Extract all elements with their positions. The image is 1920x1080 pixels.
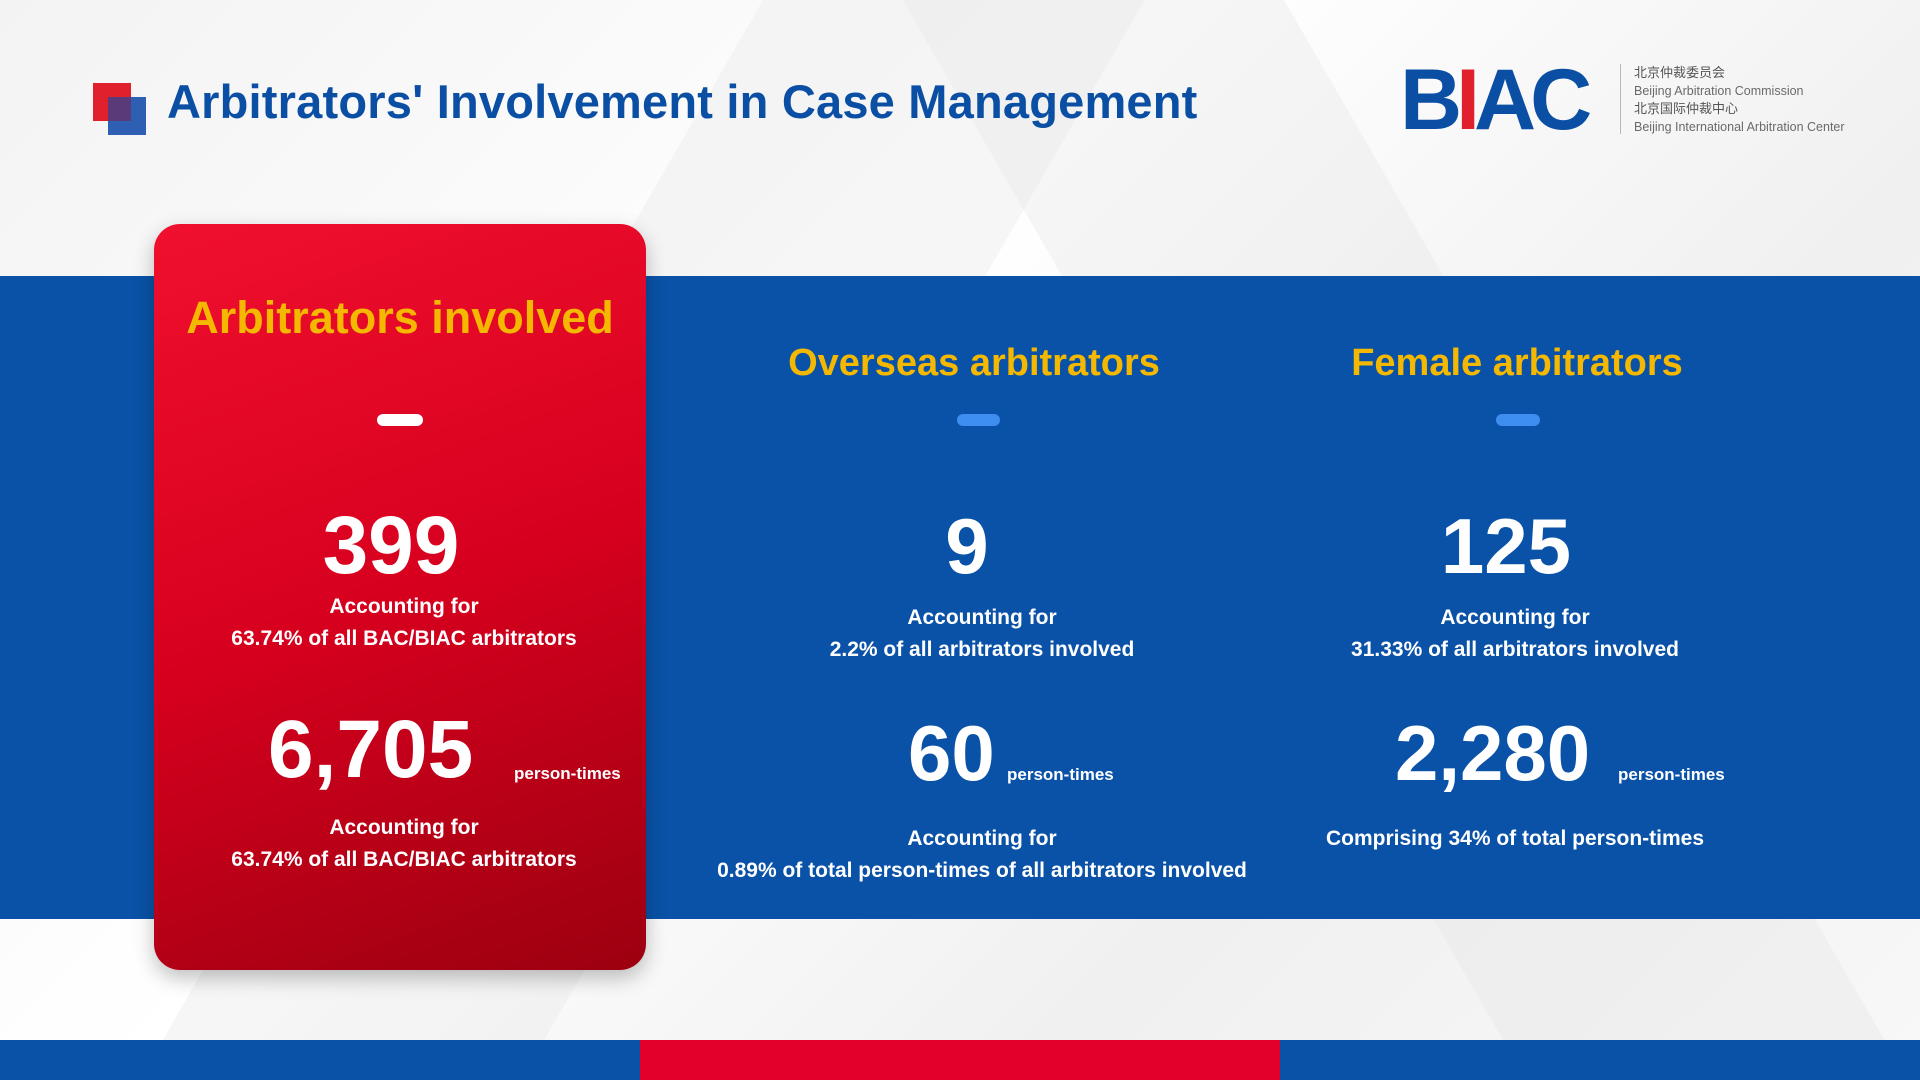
card2-count-desc-2: 2.2% of all arbitrators involved xyxy=(829,638,1135,661)
card2-pt-desc-1: Accounting for xyxy=(907,827,1057,850)
card1-count: 399 xyxy=(322,500,460,591)
card2-count-desc-1: Accounting for xyxy=(907,606,1057,629)
card3-count: 125 xyxy=(1440,502,1572,590)
logo-line1-en: Beijing Arbitration Commission xyxy=(1634,84,1804,98)
card1-person-times: 6,705 xyxy=(268,704,474,795)
card1-pt-desc-1: Accounting for xyxy=(329,816,479,839)
card2-count: 9 xyxy=(945,502,989,590)
card3-pt-desc-1: Comprising 34% of total person-times xyxy=(1325,827,1705,850)
card1-heading: Arbitrators involved xyxy=(186,292,614,343)
card2-dash xyxy=(957,414,1000,426)
card1-pt-desc-2: 63.74% of all BAC/BIAC arbitrators xyxy=(231,848,577,871)
card1-unit: person-times xyxy=(514,764,621,783)
logo-divider xyxy=(1620,64,1621,134)
card1-count-desc-2: 63.74% of all BAC/BIAC arbitrators xyxy=(231,627,577,650)
logo-line2-cn: 北京国际仲裁中心 xyxy=(1634,101,1739,116)
card2-person-times: 60 xyxy=(908,709,995,797)
footer-bar-right xyxy=(1280,1040,1920,1080)
logo-text: 北京仲裁委员会 Beijing Arbitration Commission 北… xyxy=(1634,64,1845,136)
card3-unit: person-times xyxy=(1618,765,1725,784)
title-squares-icon xyxy=(93,83,147,135)
card3-heading: Female arbitrators xyxy=(1351,342,1683,384)
logo-mark: BIAC xyxy=(1400,52,1592,148)
logo-line1-cn: 北京仲裁委员会 xyxy=(1634,65,1726,80)
bac-biac-logo: BIAC 北京仲裁委员会 Beijing Arbitration Commiss… xyxy=(1400,52,1880,148)
logo-line2-en: Beijing International Arbitration Center xyxy=(1634,120,1845,134)
card2-pt-desc-2: 0.89% of total person-times of all arbit… xyxy=(717,859,1247,882)
card2-unit: person-times xyxy=(1007,765,1114,784)
card2-heading: Overseas arbitrators xyxy=(788,342,1160,384)
card3-count-desc-2: 31.33% of all arbitrators involved xyxy=(1351,638,1679,661)
card1-dash xyxy=(377,414,423,426)
footer-bar-left xyxy=(0,1040,640,1080)
card3-person-times: 2,280 xyxy=(1395,709,1591,797)
page-title: Arbitrators' Involvement in Case Managem… xyxy=(167,75,1198,128)
footer-bar-center xyxy=(640,1040,1280,1080)
card3-dash xyxy=(1496,414,1540,426)
arbitrators-involved-card xyxy=(154,224,646,970)
card1-count-desc-1: Accounting for xyxy=(329,595,479,618)
card3-count-desc-1: Accounting for xyxy=(1440,606,1590,629)
